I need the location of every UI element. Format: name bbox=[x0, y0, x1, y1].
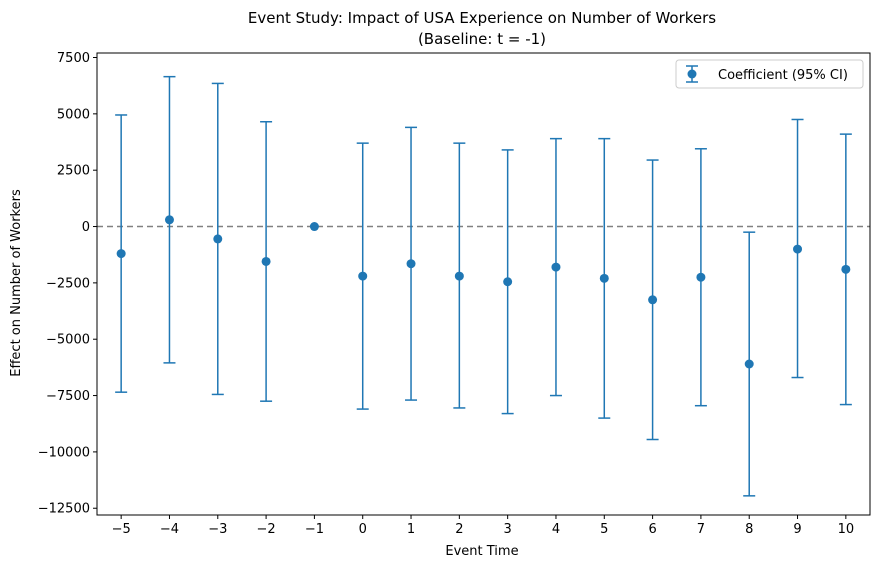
y-tick-label: −2500 bbox=[46, 276, 90, 291]
coefficient-point bbox=[164, 215, 174, 225]
data-point-group bbox=[598, 137, 611, 419]
plot-area: −5 −4 −3 −2 −1 0 1 2 3 4 5 6 7 8 9 10 7500 5000 2500 0 −2500… bbox=[38, 51, 871, 537]
chart-title: Event Study: Impact of USA Experience on… bbox=[248, 9, 716, 27]
data-point-group bbox=[694, 148, 707, 407]
y-tick-label: 2500 bbox=[57, 164, 90, 179]
coefficient-point bbox=[599, 273, 609, 283]
legend: Coefficient (95% CI) bbox=[675, 59, 864, 89]
data-point-group bbox=[356, 142, 369, 410]
legend-box bbox=[675, 59, 864, 89]
data-point-group bbox=[309, 222, 319, 232]
legend-label: Coefficient (95% CI) bbox=[718, 68, 848, 83]
x-tick-label: −2 bbox=[257, 522, 276, 537]
coefficient-point bbox=[503, 277, 513, 287]
coefficient-point bbox=[793, 244, 803, 254]
y-tick-label: 7500 bbox=[57, 51, 90, 66]
coefficient-point bbox=[551, 262, 561, 272]
coefficient-point bbox=[648, 295, 658, 305]
x-tick-label: −1 bbox=[305, 522, 324, 537]
y-tick-label: −12500 bbox=[38, 502, 90, 517]
coefficient-point bbox=[213, 234, 223, 244]
y-tick-label: −7500 bbox=[46, 389, 90, 404]
data-point-group bbox=[646, 159, 659, 441]
y-tick-label: −10000 bbox=[38, 445, 90, 460]
x-tick-label: 3 bbox=[504, 522, 512, 537]
x-tick-label: 5 bbox=[600, 522, 608, 537]
y-tick-label: 5000 bbox=[57, 107, 90, 122]
coefficient-point bbox=[406, 259, 416, 269]
x-tick-label: 1 bbox=[407, 522, 415, 537]
x-tick-label: −3 bbox=[208, 522, 227, 537]
coefficient-point bbox=[454, 271, 464, 281]
x-tick-label: 9 bbox=[793, 522, 801, 537]
x-tick-label: 0 bbox=[359, 522, 367, 537]
coefficient-point bbox=[696, 272, 706, 282]
x-tick-label: 8 bbox=[745, 522, 753, 537]
data-point-group bbox=[211, 82, 224, 396]
x-tick-label: 6 bbox=[648, 522, 656, 537]
coefficient-point bbox=[744, 359, 754, 369]
coefficient-point bbox=[261, 256, 271, 266]
x-axis-label: Event Time bbox=[445, 544, 518, 559]
data-point-group bbox=[791, 118, 804, 379]
data-point-group bbox=[839, 133, 852, 406]
chart-subtitle: (Baseline: t = -1) bbox=[418, 30, 546, 48]
data-point-group bbox=[501, 149, 514, 415]
coefficient-point bbox=[358, 271, 368, 281]
data-point-group bbox=[405, 126, 418, 401]
x-tick-label: 4 bbox=[552, 522, 560, 537]
y-tick-label: −5000 bbox=[46, 333, 90, 348]
x-tick-label: 7 bbox=[697, 522, 705, 537]
data-point-group bbox=[549, 137, 562, 397]
x-tick-label: 10 bbox=[838, 522, 855, 537]
x-tick-label: −4 bbox=[160, 522, 179, 537]
legend-marker-icon bbox=[687, 69, 697, 79]
coefficient-point bbox=[309, 222, 319, 232]
data-point-group bbox=[453, 142, 466, 409]
data-point-group bbox=[260, 120, 273, 402]
plot-frame bbox=[96, 52, 871, 516]
coefficient-point bbox=[116, 249, 126, 259]
coefficient-point bbox=[841, 264, 851, 274]
x-tick-label: 2 bbox=[455, 522, 463, 537]
y-axis-label: Effect on Number of Workers bbox=[9, 189, 24, 377]
x-tick-label: −5 bbox=[112, 522, 131, 537]
data-point-group bbox=[115, 114, 128, 393]
y-tick-label: 0 bbox=[82, 220, 90, 235]
data-point-group bbox=[163, 75, 176, 364]
data-point-group bbox=[743, 231, 756, 497]
